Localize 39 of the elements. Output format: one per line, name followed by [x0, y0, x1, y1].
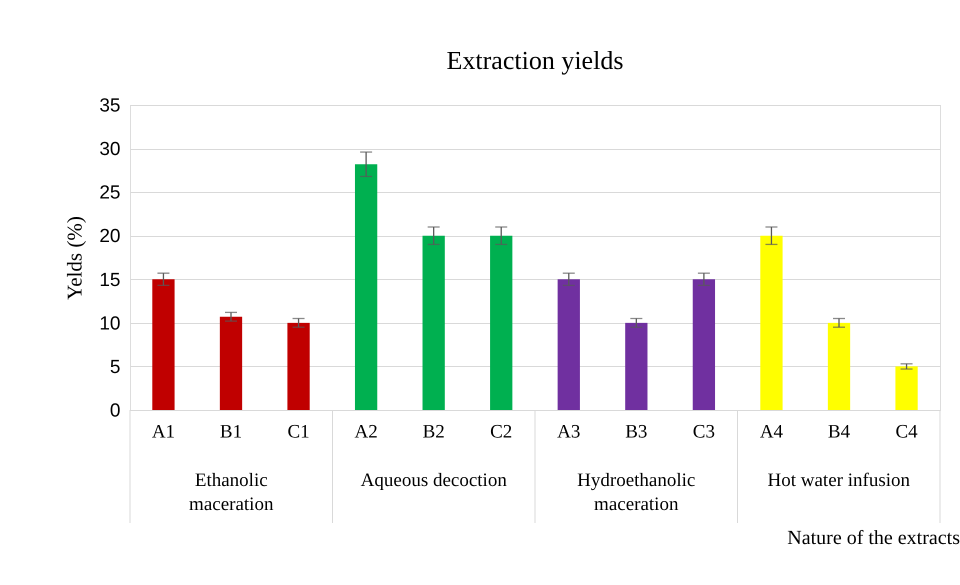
bar [354, 164, 378, 410]
text: Hot water infusion [768, 470, 910, 491]
chart-title: Extraction yields [446, 46, 624, 75]
x-tick-label: B1 [220, 422, 242, 442]
bar [692, 279, 716, 410]
x-tick-label: A1 [152, 422, 176, 442]
bar [895, 366, 918, 410]
bar [558, 279, 580, 410]
bar [625, 322, 648, 410]
bar [220, 316, 242, 410]
x-tick-label: A2 [354, 422, 378, 442]
y-tick-label: 25 [99, 182, 120, 204]
y-axis-title: Yelds (%) [62, 216, 86, 300]
bar [490, 236, 512, 410]
text: Aqueous decoction [360, 470, 508, 491]
text: Hydroethanolic maceration [577, 470, 696, 515]
x-tick-label: B2 [422, 422, 445, 442]
x-tick-label: C2 [490, 422, 512, 442]
y-tick-label: 15 [99, 270, 120, 291]
x-axis-title: Nature of the extracts [787, 527, 960, 549]
y-tick-label: 10 [99, 313, 120, 334]
bar [152, 279, 175, 410]
y-tick-label: 0 [110, 400, 120, 422]
y-tick-label: 20 [99, 226, 120, 248]
bar [760, 236, 783, 410]
bar [422, 236, 445, 410]
x-tick-label: A4 [760, 422, 784, 442]
bar [828, 322, 850, 410]
x-tick-label: A3 [557, 422, 580, 442]
x-tick-label: C4 [895, 422, 918, 442]
x-tick-label: C3 [692, 422, 715, 442]
x-tick-label: C1 [287, 422, 310, 442]
y-tick-label: 35 [99, 96, 120, 116]
text: Ethanolic maceration [189, 470, 274, 515]
y-tick-label: 5 [110, 356, 120, 378]
bar [287, 322, 310, 410]
y-tick-label: 30 [99, 139, 120, 160]
x-tick-label: B4 [828, 422, 851, 442]
x-tick-label: B3 [625, 422, 648, 442]
